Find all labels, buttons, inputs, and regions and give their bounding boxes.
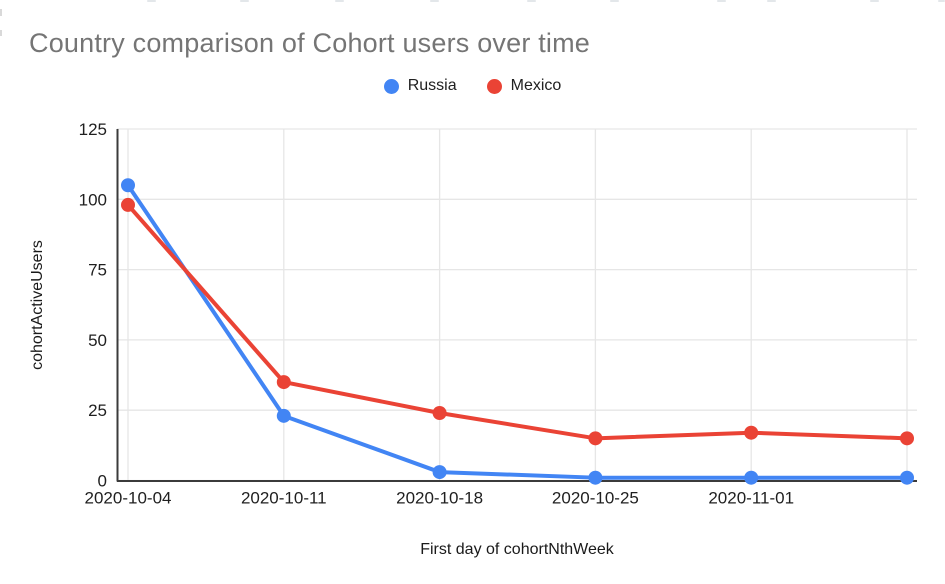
cropped-ui-artifact <box>527 0 536 2</box>
cropped-ui-artifact <box>767 0 776 2</box>
legend-item-russia[interactable]: Russia <box>383 77 457 95</box>
cropped-ui-artifact <box>610 0 619 2</box>
cropped-ui-artifact <box>0 30 2 36</box>
mexico-data-point-marker <box>900 431 914 446</box>
y-tick-label: 125 <box>79 120 107 139</box>
russia-data-point-marker <box>121 178 135 193</box>
russia-data-point-marker <box>276 408 291 423</box>
y-tick-label: 50 <box>88 331 107 350</box>
x-tick-label: 2020-10-11 <box>241 489 327 508</box>
cropped-ui-artifact <box>240 0 249 2</box>
chart-legend: Russia Mexico <box>0 77 945 95</box>
x-axis-title: First day of cohortNthWeek <box>420 541 614 558</box>
x-tick-label: 2020-10-04 <box>85 489 172 508</box>
cropped-ui-artifact <box>870 0 879 2</box>
mexico-series-line <box>126 202 909 441</box>
russia-data-point-marker <box>900 470 914 485</box>
cropped-ui-artifact <box>147 0 156 2</box>
legend-item-mexico[interactable]: Mexico <box>486 77 562 95</box>
cropped-ui-artifact <box>335 0 344 2</box>
legend-label-mexico: Mexico <box>510 77 562 94</box>
y-tick-label: 75 <box>88 261 107 280</box>
russia-data-point-marker <box>588 470 603 485</box>
mexico-data-point-marker <box>121 197 135 212</box>
y-tick-label: 0 <box>98 472 107 491</box>
cropped-ui-artifact <box>430 0 439 2</box>
russia-data-point-marker <box>744 470 759 485</box>
x-tick-label: 2020-10-25 <box>552 489 639 508</box>
y-tick-label: 100 <box>79 190 107 209</box>
legend-label-russia: Russia <box>407 77 457 94</box>
russia-series-line <box>126 183 909 480</box>
x-tick-label: 2020-10-18 <box>396 489 483 508</box>
chart-title: Country comparison of Cohort users over … <box>29 28 591 58</box>
x-tick-label: 2020-11-01 <box>708 489 794 508</box>
y-axis-title: cohortActiveUsers <box>29 240 46 370</box>
mexico-data-point-marker <box>432 406 447 421</box>
cropped-ui-artifact <box>938 0 945 2</box>
cropped-ui-artifact <box>717 0 726 2</box>
mexico-data-point-marker <box>276 375 291 390</box>
mexico-data-point-marker <box>588 431 603 446</box>
y-tick-label: 25 <box>88 401 107 420</box>
legend-dot-mexico-icon <box>486 78 502 94</box>
legend-dot-russia-icon <box>383 78 399 94</box>
cropped-ui-artifact <box>0 9 2 16</box>
mexico-data-point-marker <box>744 425 759 440</box>
russia-data-point-marker <box>432 465 447 480</box>
